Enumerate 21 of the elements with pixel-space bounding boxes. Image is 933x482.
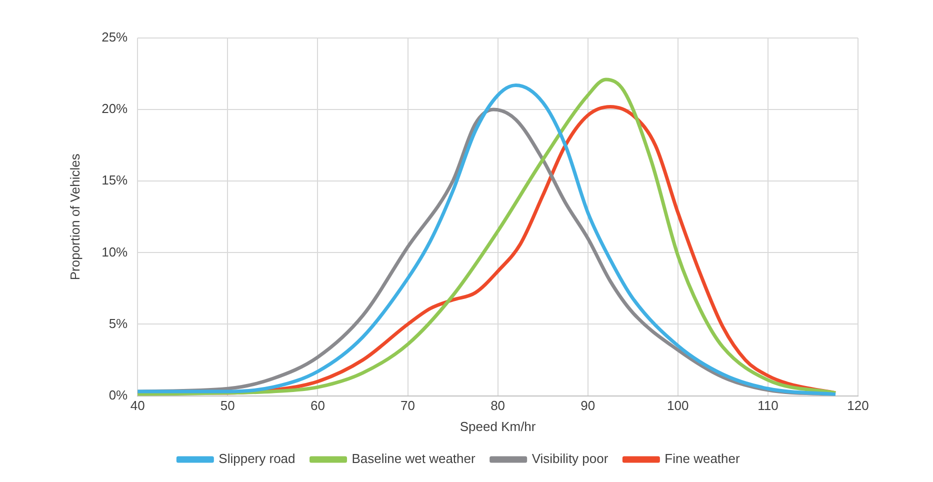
x-axis-title: Speed Km/hr — [460, 418, 536, 434]
y-tick-label: 15% — [102, 172, 128, 188]
legend-label: Baseline wet weather — [352, 451, 476, 466]
x-tick-label: 40 — [130, 398, 145, 414]
x-tick-label: 70 — [400, 398, 415, 414]
x-tick-label: 50 — [220, 398, 235, 414]
y-tick-label: 5% — [108, 316, 128, 331]
x-tick-label: 100 — [667, 398, 689, 414]
x-tick-label: 90 — [580, 398, 596, 414]
x-tick-label: 110 — [758, 398, 778, 414]
x-tick-label: 60 — [310, 398, 325, 414]
y-tick-label: 0% — [108, 387, 128, 402]
legend-label: Slippery road — [218, 451, 296, 466]
y-tick-label: 20% — [102, 101, 128, 116]
y-tick-label: 10% — [102, 244, 128, 260]
y-axis-title: Proportion of Vehicles — [67, 153, 82, 280]
x-tick-label: 80 — [490, 398, 506, 414]
y-tick-label: 25% — [102, 30, 128, 45]
x-tick-label: 120 — [847, 398, 869, 414]
legend-label: Visibility poor — [532, 451, 609, 466]
legend-label: Fine weather — [664, 451, 741, 466]
